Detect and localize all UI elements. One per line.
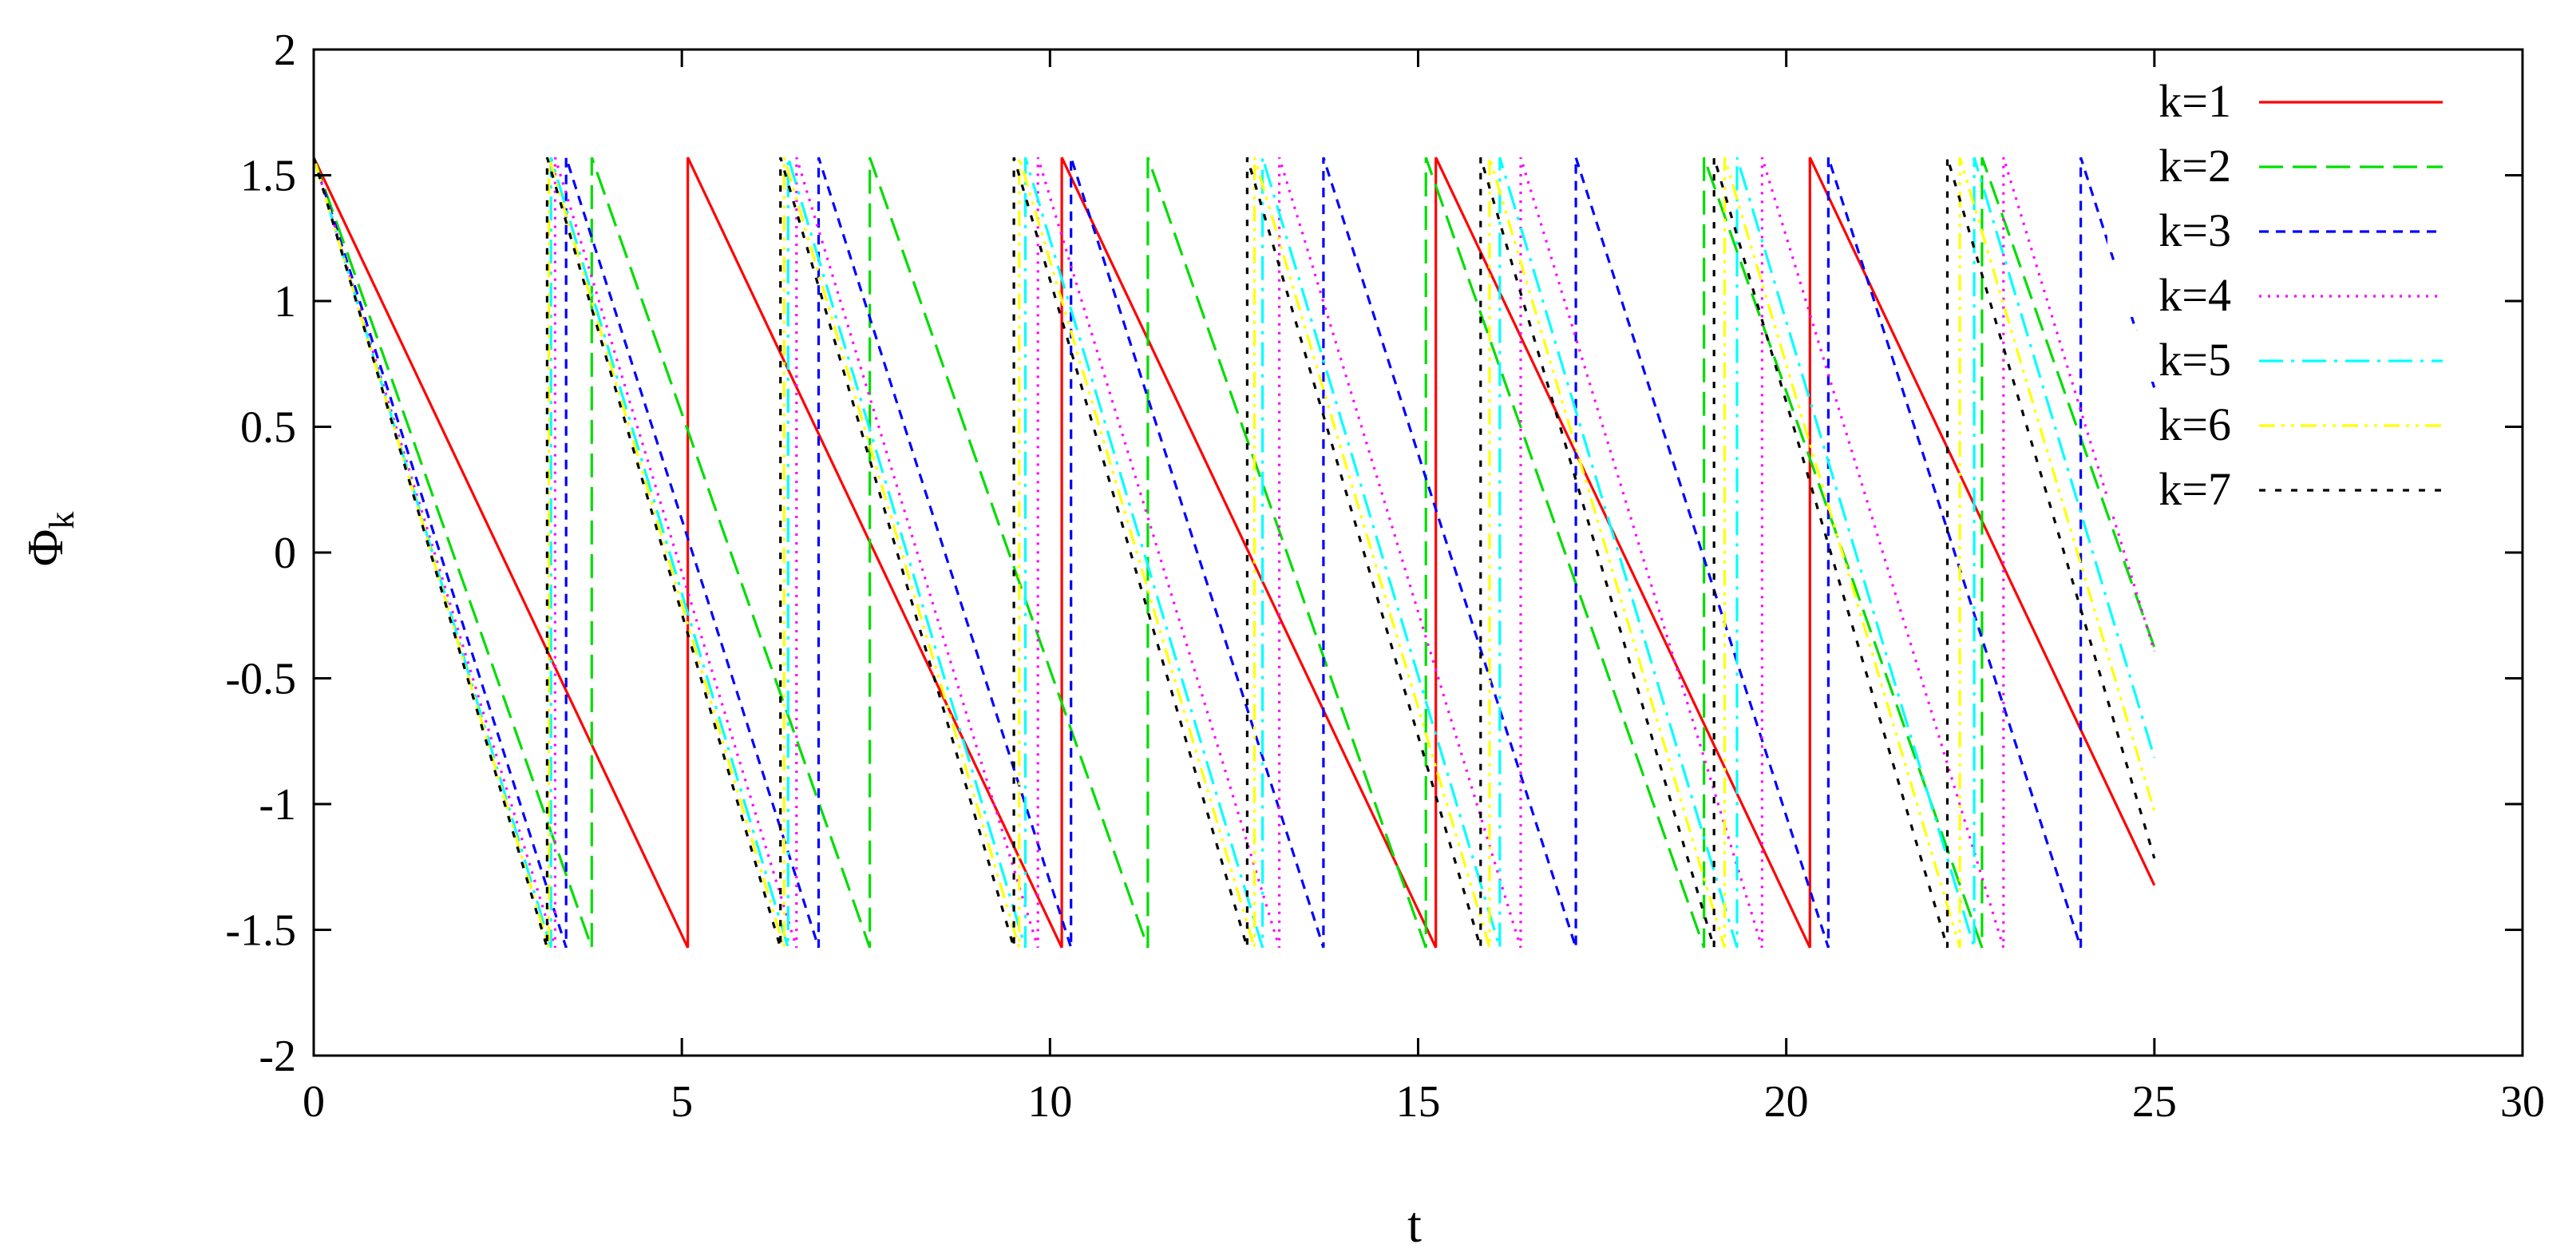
y-tick-label: -1.5 bbox=[225, 906, 296, 956]
legend-label: k=1 bbox=[2159, 75, 2231, 127]
y-tick-label: 2 bbox=[274, 26, 296, 75]
legend-label: k=7 bbox=[2159, 463, 2231, 515]
x-tick-label: 25 bbox=[2132, 1077, 2177, 1127]
x-tick-label: 5 bbox=[671, 1077, 693, 1127]
series-1-line bbox=[312, 157, 2156, 949]
legend-entry-background bbox=[2107, 201, 2459, 252]
series-5-line bbox=[312, 157, 2156, 949]
legend-label: k=2 bbox=[2159, 140, 2231, 192]
series-3-line bbox=[312, 157, 2156, 949]
x-tick-label: 10 bbox=[1027, 1077, 1072, 1127]
y-tick-label: 1 bbox=[274, 277, 296, 327]
axes-layer: 0 5 10 15 20 25 30 -2 -1.5 -1 -0.5 0 0.5 1 1.5 2 bbox=[225, 26, 2545, 1127]
legend-entry-background bbox=[2107, 266, 2459, 317]
legend-label: k=4 bbox=[2159, 269, 2231, 321]
legend: k=1 k=2 k=3 k=4 k=5 k=6 k=7 bbox=[2107, 72, 2459, 515]
series-layer bbox=[312, 157, 2156, 949]
legend-entry-background bbox=[2107, 331, 2459, 382]
legend-label: k=3 bbox=[2159, 204, 2231, 256]
y-tick-label: -2 bbox=[259, 1032, 296, 1081]
legend-label: k=6 bbox=[2159, 398, 2231, 450]
x-tick-label: 15 bbox=[1396, 1077, 1441, 1127]
series-4-line bbox=[312, 157, 2156, 949]
x-tick-label: 0 bbox=[303, 1077, 325, 1127]
legend-entry-background bbox=[2107, 72, 2459, 123]
series-6-line bbox=[312, 157, 2156, 949]
y-tick-label: 0 bbox=[274, 529, 296, 578]
x-axis-title: t bbox=[1407, 1196, 1422, 1253]
legend-entry-background bbox=[2107, 137, 2459, 188]
legend-label: k=5 bbox=[2159, 334, 2231, 386]
y-tick-label: -0.5 bbox=[225, 655, 296, 704]
y-axis-title-subscript: k bbox=[42, 512, 81, 529]
x-tick-label: 20 bbox=[1764, 1077, 1809, 1127]
x-tick-label: 30 bbox=[2500, 1077, 2545, 1127]
series-2-line bbox=[312, 157, 2156, 949]
y-tick-label: -1 bbox=[259, 780, 296, 830]
legend-entry-background bbox=[2107, 460, 2459, 511]
y-axis-title: Φk bbox=[17, 512, 81, 567]
series-7-line bbox=[312, 157, 2156, 949]
legend-entry-background bbox=[2107, 395, 2459, 446]
y-tick-label: 0.5 bbox=[240, 403, 296, 453]
y-tick-label: 1.5 bbox=[240, 152, 296, 201]
y-axis-title-symbol: Φ bbox=[17, 529, 73, 567]
